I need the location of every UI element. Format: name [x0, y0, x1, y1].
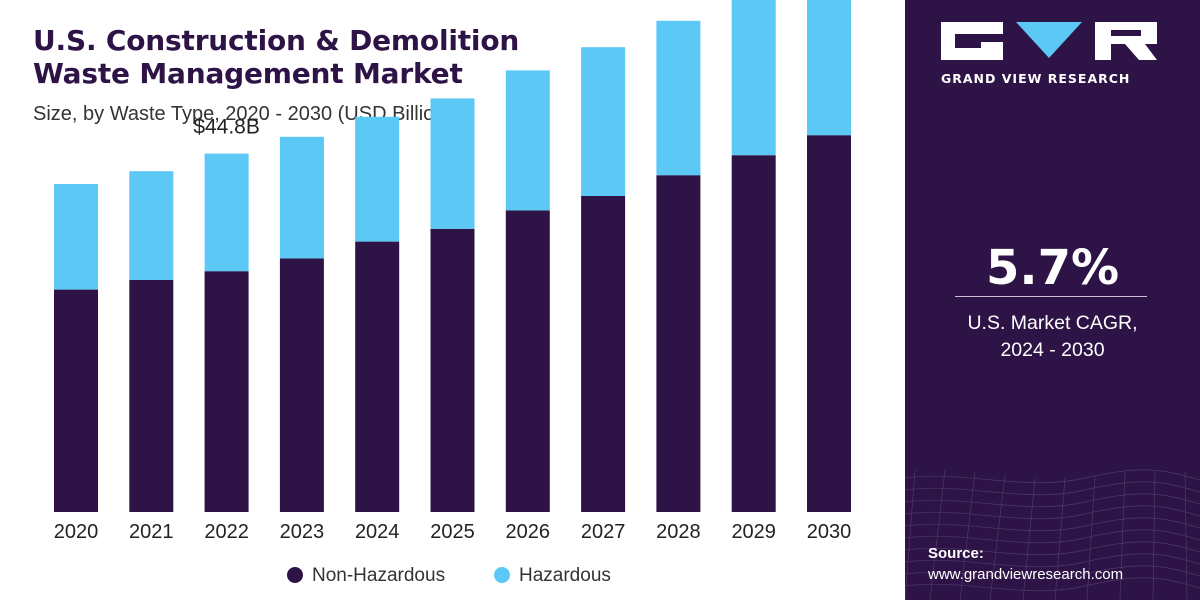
x-tick-2022: 2022 — [204, 521, 249, 543]
bar-non-hazardous-2030 — [807, 135, 851, 512]
bar-hazardous-2026 — [505, 70, 550, 211]
bar-hazardous-2029 — [731, 0, 776, 156]
cagr-divider — [955, 296, 1147, 297]
bar-hazardous-2021 — [129, 171, 174, 280]
x-tick-2029: 2029 — [731, 521, 776, 543]
cagr-value: 5.7% — [985, 240, 1120, 296]
chart-title-line-2: Waste Management Market — [33, 57, 463, 90]
x-tick-2020: 2020 — [54, 521, 99, 543]
bar-non-hazardous-2029 — [731, 155, 776, 512]
bar-hazardous-2020 — [54, 184, 98, 290]
data-label-2022: $44.8B — [193, 116, 260, 139]
x-ticks-group: 2020 2021 2022 2023 2024 2025 2026 2027 2028 2029… — [54, 521, 852, 543]
x-tick-2028: 2028 — [656, 521, 701, 543]
bar-hazardous-2027 — [581, 47, 626, 197]
x-tick-2021: 2021 — [129, 521, 174, 543]
logo-marks-icon — [941, 22, 1157, 60]
side-panel: GRAND VIEW RESEARCH 5.7% U.S. Market CAG… — [905, 0, 1200, 600]
bar-non-hazardous-2026 — [505, 210, 550, 512]
bar-hazardous-2030 — [807, 0, 851, 136]
bar-hazardous-2023 — [279, 136, 324, 259]
chart-title-line-1: U.S. Construction & Demolition — [33, 24, 520, 57]
bar-non-hazardous-2024 — [355, 241, 400, 512]
stacked-bar-chart: 2020 2021 2022 2023 2024 2025 2026 2027 2028 2029… — [54, 0, 852, 586]
grand-view-research-logo: GRAND VIEW RESEARCH — [941, 22, 1167, 86]
cagr-label-line-1: U.S. Market CAGR, — [967, 312, 1138, 334]
bar-non-hazardous-2025 — [430, 228, 475, 513]
bar-hazardous-2022 — [204, 153, 249, 272]
chart-title: U.S. Construction & Demolition Waste Man… — [33, 24, 519, 90]
annotations-group: $44.8B — [193, 116, 260, 139]
x-tick-2026: 2026 — [506, 521, 551, 543]
cagr-label: U.S. Market CAGR, 2024 - 2030 — [945, 310, 1160, 364]
x-tick-2023: 2023 — [280, 521, 325, 543]
bar-hazardous-2024 — [355, 116, 400, 242]
bar-non-hazardous-2020 — [54, 289, 98, 512]
x-tick-2030: 2030 — [807, 521, 852, 543]
bar-non-hazardous-2022 — [204, 271, 249, 512]
bar-non-hazardous-2023 — [279, 258, 324, 512]
x-tick-2027: 2027 — [581, 521, 626, 543]
source-url[interactable]: www.grandviewresearch.com — [928, 566, 1124, 583]
x-tick-2024: 2024 — [355, 521, 400, 543]
brand-name: GRAND VIEW RESEARCH — [941, 71, 1131, 86]
legend: Non-Hazardous Hazardous — [287, 565, 611, 586]
bar-non-hazardous-2021 — [129, 280, 174, 512]
source-title: Source: — [928, 545, 984, 562]
chart-subtitle: Size, by Waste Type, 2020 - 2030 (USD Bi… — [33, 103, 453, 125]
wave-mesh-decoration — [905, 469, 1200, 600]
legend-label-non-hazardous: Non-Hazardous — [312, 565, 445, 586]
legend-label-hazardous: Hazardous — [519, 565, 611, 586]
source-block: Source: www.grandviewresearch.com — [928, 543, 1123, 585]
bar-non-hazardous-2027 — [581, 196, 626, 512]
bar-hazardous-2028 — [656, 20, 701, 176]
bar-hazardous-2025 — [430, 98, 475, 229]
legend-marker-non-hazardous — [287, 567, 303, 583]
legend-marker-hazardous — [494, 567, 510, 583]
chart-panel: U.S. Construction & Demolition Waste Man… — [33, 0, 852, 586]
bar-non-hazardous-2028 — [656, 175, 701, 512]
cagr-label-line-2: 2024 - 2030 — [1000, 339, 1105, 361]
x-tick-2025: 2025 — [430, 521, 475, 543]
bars-group — [54, 0, 851, 513]
